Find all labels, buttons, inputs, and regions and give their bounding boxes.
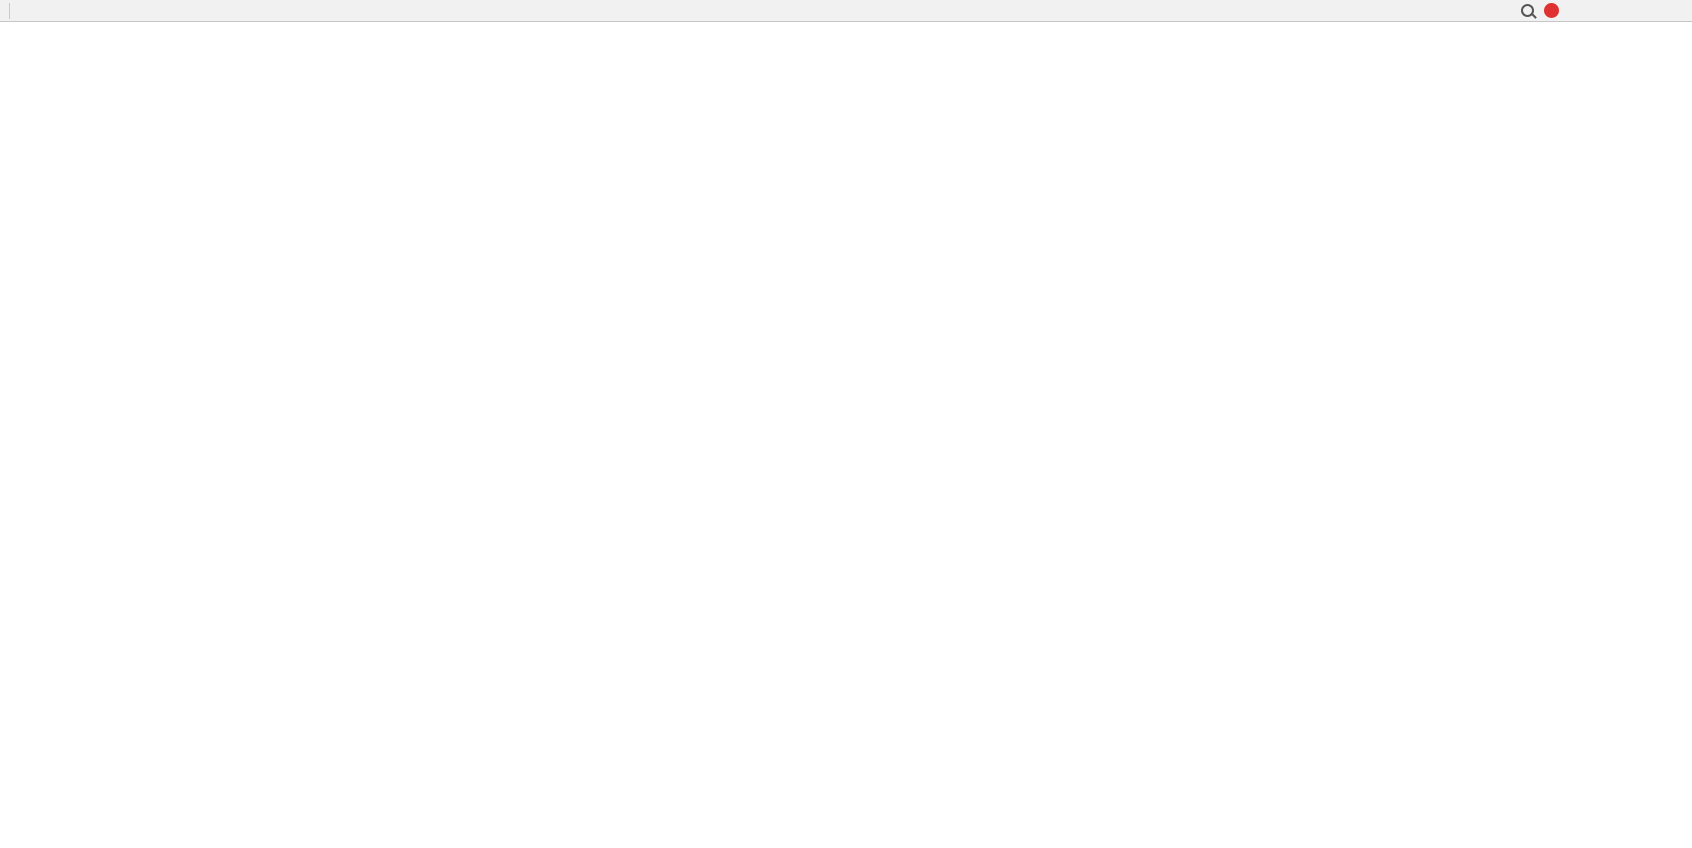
toolbar-right: [1521, 3, 1559, 18]
chart-canvas[interactable]: [0, 22, 1692, 848]
toolbar: [0, 0, 1692, 22]
notification-badge[interactable]: [1544, 3, 1559, 18]
toolbar-separator: [9, 2, 10, 19]
search-icon[interactable]: [1521, 4, 1534, 17]
